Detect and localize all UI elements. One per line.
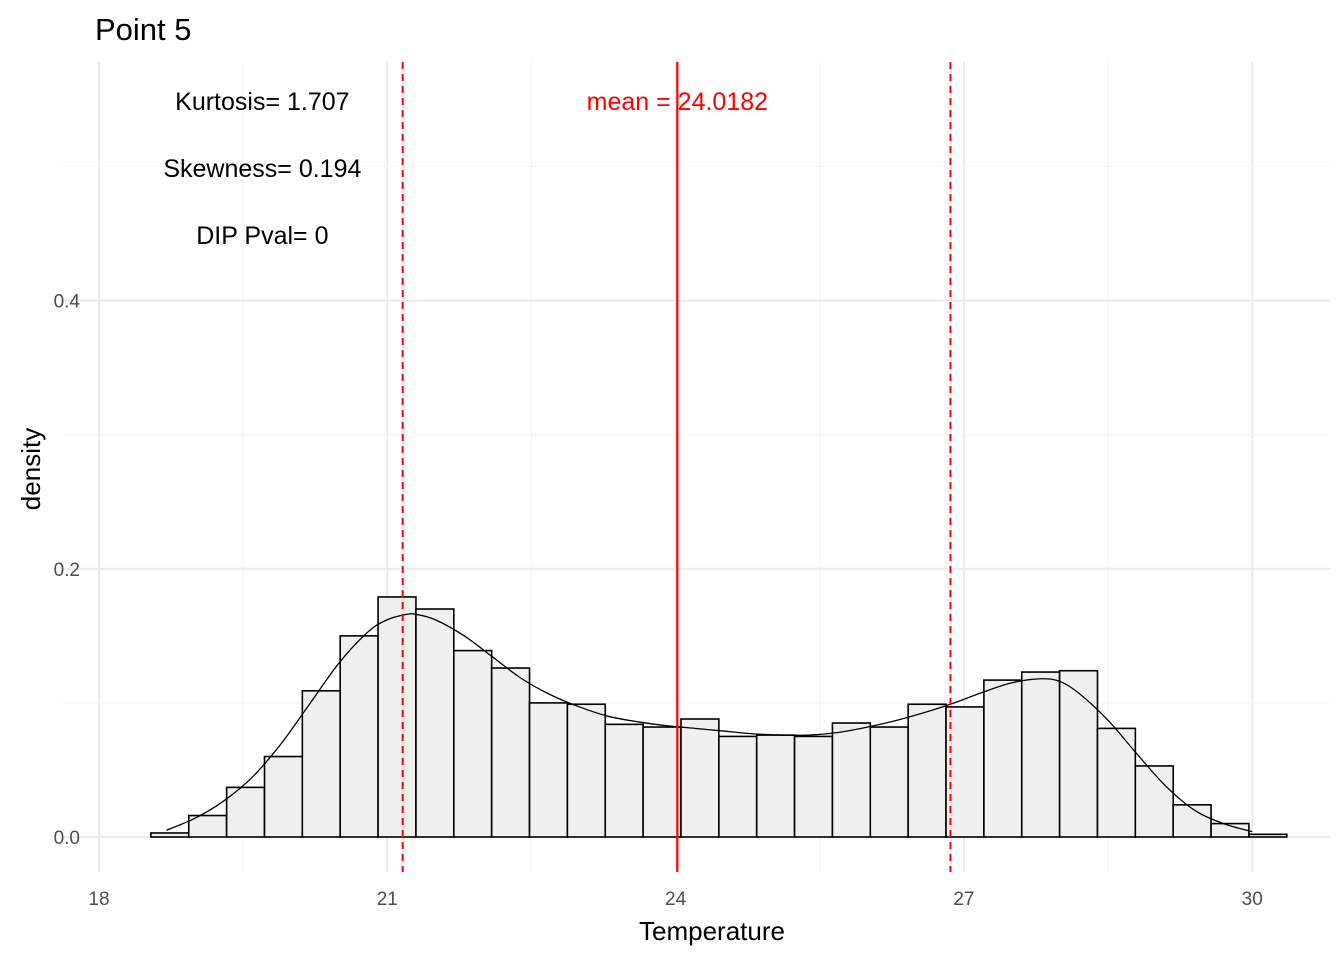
annotation-text: mean = 24.0182 xyxy=(587,88,768,116)
histogram-bar xyxy=(1096,727,1137,838)
histogram-bar xyxy=(718,735,758,838)
axis-ticks: 18 21 24 27 30 0.0 0.2 0.4 xyxy=(54,292,1263,910)
histogram-bar xyxy=(150,832,190,838)
x-axis-title: Temperature xyxy=(639,916,785,946)
histogram-bar xyxy=(642,726,682,838)
y-tick-label: 0.4 xyxy=(54,292,81,313)
y-axis-title: density xyxy=(16,428,46,510)
histogram-bar xyxy=(1020,671,1061,838)
histogram-bar xyxy=(453,649,493,838)
histogram-bar xyxy=(680,718,720,838)
histogram-bar xyxy=(793,735,834,838)
x-tick-label: 21 xyxy=(377,889,398,910)
histogram-bar xyxy=(983,679,1023,838)
histogram-bar xyxy=(869,726,909,838)
histogram-bar xyxy=(415,608,455,838)
histogram-bar xyxy=(377,596,417,838)
histogram-bar xyxy=(301,690,342,838)
histogram-bar xyxy=(755,734,796,838)
x-tick-label: 18 xyxy=(88,889,109,910)
histogram-bar xyxy=(566,703,607,838)
annotation-text: DIP Pval= 0 xyxy=(196,222,328,250)
histogram-bar xyxy=(528,702,569,838)
density-curve xyxy=(166,613,1253,833)
histogram-bar xyxy=(1134,765,1175,838)
histogram-bar xyxy=(225,786,266,838)
reference-lines xyxy=(401,62,952,872)
histogram-bar xyxy=(1172,804,1212,838)
histogram-bar xyxy=(1058,669,1099,838)
x-tick-label: 30 xyxy=(1242,889,1263,910)
y-tick-label: 0.2 xyxy=(54,560,80,581)
histogram-bar xyxy=(339,635,379,838)
histogram-bar xyxy=(945,706,985,838)
annotations: Kurtosis= 1.707 Skewness= 0.194 DIP Pval= … xyxy=(163,88,768,250)
chart-title: Point 5 xyxy=(95,12,192,47)
histogram-bar xyxy=(831,722,872,838)
y-tick-label: 0.0 xyxy=(54,828,80,849)
annotation-text: Skewness= 0.194 xyxy=(163,155,361,183)
histogram-bar xyxy=(604,723,644,838)
histogram-bar xyxy=(1248,833,1288,838)
x-tick-label: 24 xyxy=(665,889,687,910)
x-tick-label: 27 xyxy=(953,889,974,910)
histogram-bar xyxy=(907,703,947,838)
annotation-text: Kurtosis= 1.707 xyxy=(175,88,349,116)
histogram-bar xyxy=(263,755,304,838)
histogram-bar xyxy=(490,667,531,838)
density-curve-layer xyxy=(166,613,1253,833)
histogram-bars xyxy=(150,596,1288,838)
